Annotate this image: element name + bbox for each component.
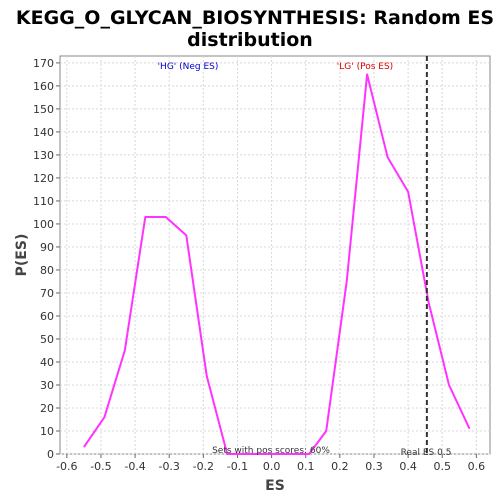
y-tick-label: 90 — [40, 241, 54, 254]
y-tick-label: 160 — [33, 80, 54, 93]
real-es-annotation: Real ES 0.5 — [401, 448, 452, 458]
x-tick-label: -0.1 — [227, 460, 248, 473]
y-axis-ticks: 0 10 20 30 40 50 60 70 80 90 100 110 120 130 140 150 160… — [33, 57, 60, 461]
x-tick-label: 0.0 — [263, 460, 281, 473]
pos-es-label: 'LG' (Pos ES) — [337, 62, 393, 72]
y-tick-label: 20 — [40, 402, 54, 415]
x-tick-label: -0.5 — [90, 460, 111, 473]
x-tick-label: 0.3 — [365, 460, 383, 473]
y-tick-label: 100 — [33, 218, 54, 231]
neg-es-label: 'HG' (Neg ES) — [158, 62, 219, 72]
y-tick-label: 140 — [33, 126, 54, 139]
y-tick-label: 40 — [40, 356, 54, 369]
y-tick-label: 50 — [40, 333, 54, 346]
x-tick-label: -0.3 — [158, 460, 179, 473]
x-tick-label: 0.2 — [331, 460, 349, 473]
x-tick-label: 0.1 — [297, 460, 315, 473]
y-tick-label: 10 — [40, 425, 54, 438]
y-axis-label: P(ES) — [14, 234, 30, 277]
y-tick-label: 110 — [33, 195, 54, 208]
x-tick-label: 0.6 — [468, 460, 486, 473]
y-tick-label: 80 — [40, 264, 54, 277]
series-layer — [83, 73, 471, 455]
chart-title-line-1: KEGG_O_GLYCAN_BIOSYNTHESIS: Random ES — [16, 7, 494, 29]
x-tick-label: 0.4 — [399, 460, 417, 473]
x-tick-label: 0.5 — [433, 460, 451, 473]
y-tick-label: 120 — [33, 172, 54, 185]
y-tick-label: 170 — [33, 57, 54, 70]
x-tick-label: -0.4 — [124, 460, 145, 473]
pos-scores-annotation: Sets with pos scores: 60% — [212, 446, 330, 456]
y-tick-label: 150 — [33, 103, 54, 116]
es-distribution-line — [83, 73, 471, 455]
x-tick-label: -0.2 — [193, 460, 214, 473]
plot-area — [59, 55, 491, 455]
y-tick-label: 60 — [40, 310, 54, 323]
chart-title-line-2: distribution — [187, 29, 313, 51]
x-axis-ticks: -0.6 -0.5 -0.4 -0.3 -0.2 -0.1 0.0 0.1 0.2 0.3 0.4 0… — [56, 454, 485, 473]
x-axis-label: ES — [265, 478, 285, 494]
y-tick-label: 130 — [33, 149, 54, 162]
y-tick-label: 0 — [47, 448, 54, 461]
y-tick-label: 70 — [40, 287, 54, 300]
y-tick-label: 30 — [40, 379, 54, 392]
x-tick-label: -0.6 — [56, 460, 77, 473]
